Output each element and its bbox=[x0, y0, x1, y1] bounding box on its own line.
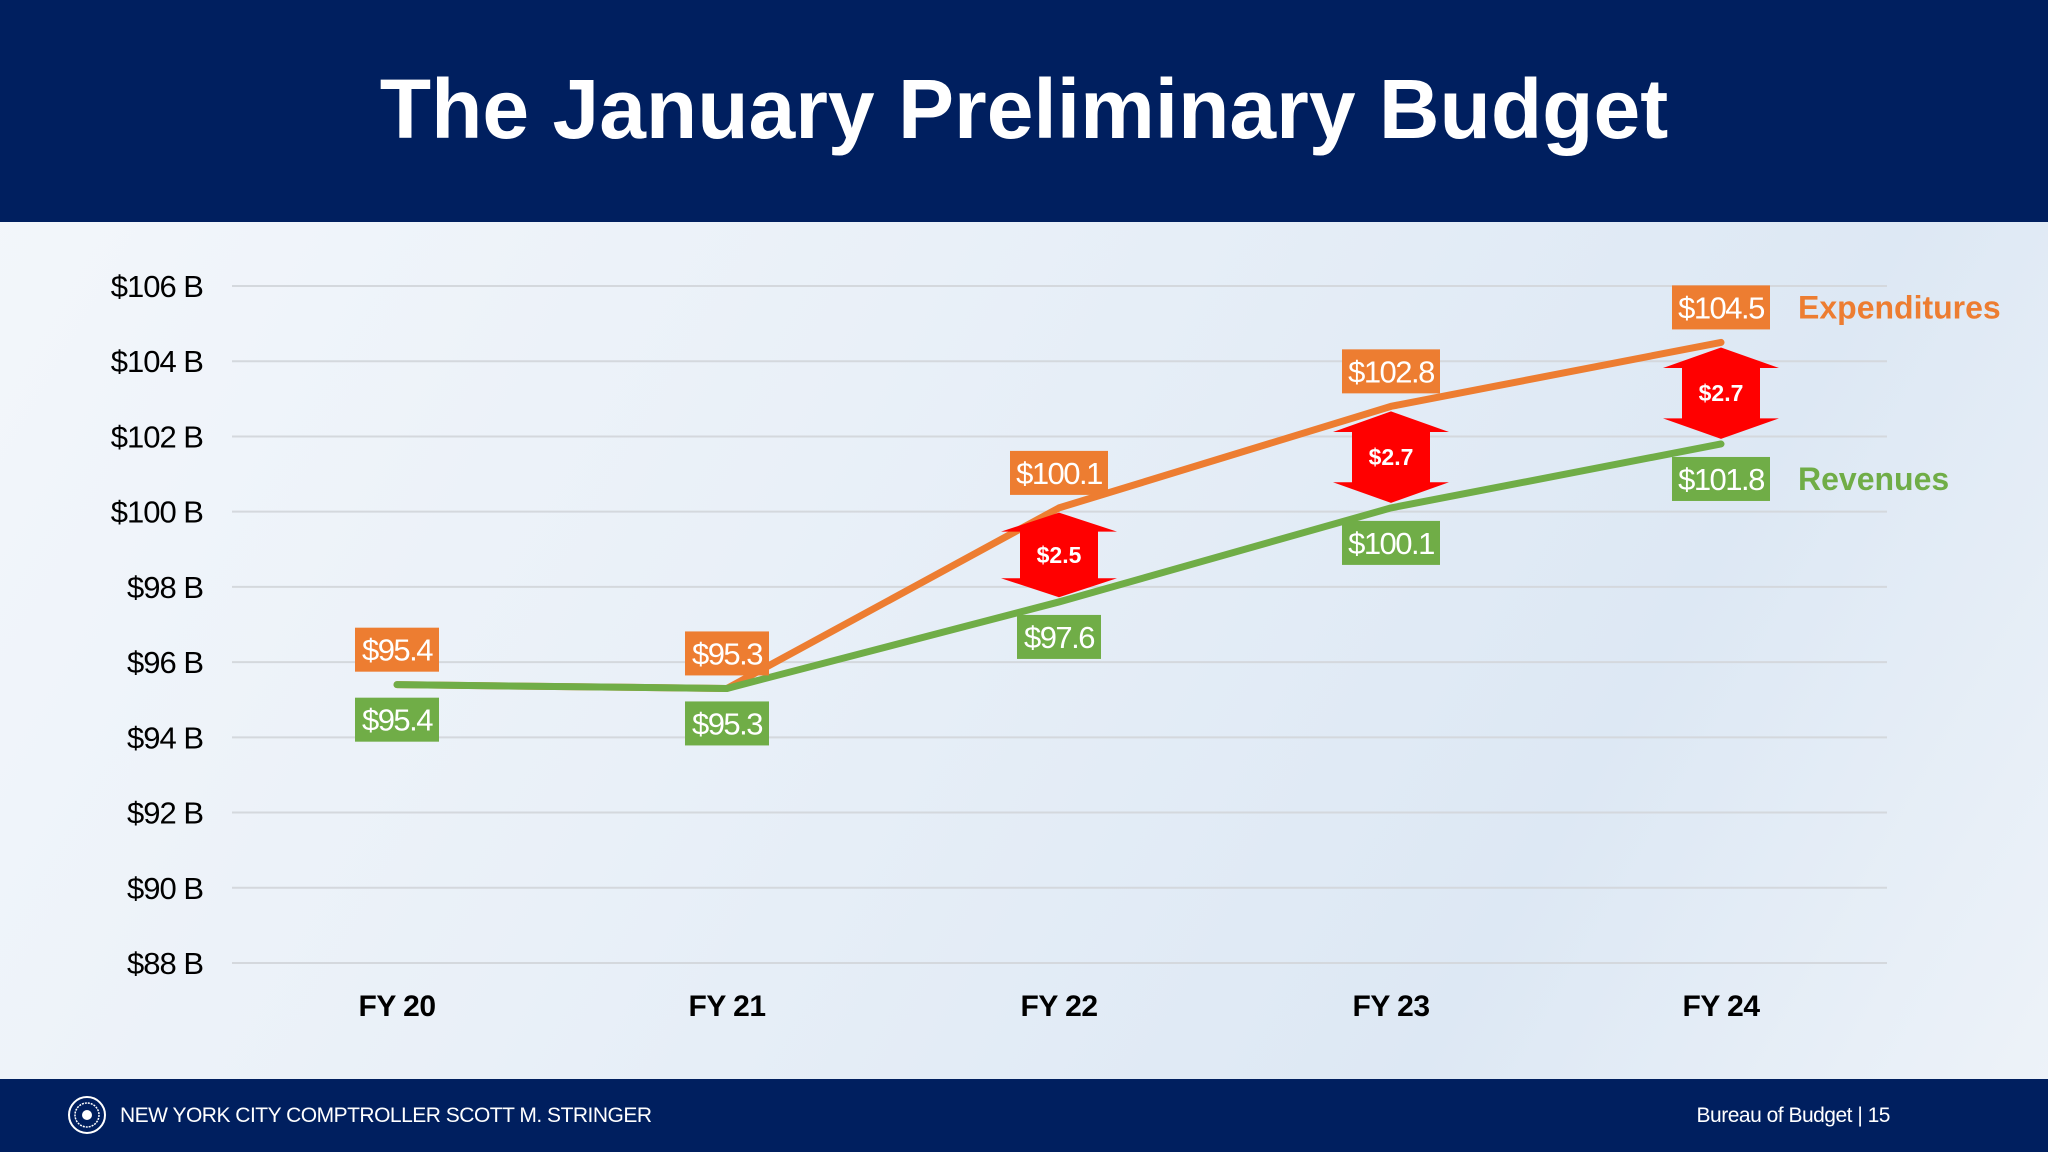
page-title: The January Preliminary Budget bbox=[379, 61, 1669, 156]
y-tick-label: $104 B bbox=[111, 344, 204, 379]
legend-revenues: Revenues bbox=[1798, 461, 1949, 497]
data-label: $101.8 bbox=[1678, 462, 1764, 497]
gap-label: $2.5 bbox=[1037, 542, 1082, 568]
title-bar: The January Preliminary Budget bbox=[0, 0, 2048, 222]
footer-page-label: Bureau of Budget | 15 bbox=[1696, 1104, 1891, 1127]
data-label-box bbox=[685, 631, 769, 676]
nyc-seal-icon bbox=[68, 1096, 106, 1134]
data-label-box bbox=[1010, 450, 1108, 495]
y-tick-label: $100 B bbox=[111, 495, 204, 530]
gap-double-arrow bbox=[1333, 411, 1449, 503]
y-tick-label: $88 B bbox=[127, 946, 203, 981]
footer: NEW YORK CITY COMPTROLLER SCOTT M. STRIN… bbox=[0, 1079, 2048, 1152]
series-line-revenues bbox=[393, 440, 1725, 692]
data-label: $95.3 bbox=[692, 706, 762, 741]
data-label: $97.6 bbox=[1024, 620, 1094, 655]
data-label: $95.3 bbox=[692, 636, 762, 671]
data-label-box bbox=[1342, 349, 1440, 394]
data-label-box bbox=[355, 697, 439, 742]
data-label: $95.4 bbox=[362, 633, 433, 668]
data-label: $100.1 bbox=[1016, 456, 1102, 491]
x-tick-label: FY 21 bbox=[689, 990, 766, 1023]
x-tick-label: FY 23 bbox=[1353, 990, 1430, 1023]
data-label: $102.8 bbox=[1348, 354, 1434, 389]
data-label-box bbox=[1017, 614, 1101, 659]
y-tick-label: $94 B bbox=[127, 720, 203, 755]
x-tick-label: FY 22 bbox=[1021, 990, 1098, 1023]
gap-label: $2.7 bbox=[1699, 380, 1744, 406]
data-label: $104.5 bbox=[1678, 290, 1764, 325]
data-label-box bbox=[1672, 285, 1770, 330]
data-label: $100.1 bbox=[1348, 526, 1434, 561]
y-tick-label: $98 B bbox=[127, 570, 203, 605]
y-tick-label: $92 B bbox=[127, 796, 203, 831]
gap-label: $2.7 bbox=[1369, 444, 1414, 470]
data-label-box bbox=[355, 627, 439, 672]
y-tick-label: $106 B bbox=[111, 269, 204, 304]
data-label-box bbox=[1672, 456, 1770, 501]
y-tick-label: $102 B bbox=[111, 419, 204, 454]
data-label-box bbox=[685, 701, 769, 746]
data-label: $95.4 bbox=[362, 703, 433, 738]
x-tick-label: FY 24 bbox=[1683, 990, 1761, 1023]
y-tick-label: $96 B bbox=[127, 645, 203, 680]
data-label-box bbox=[1342, 520, 1440, 565]
x-tick-label: FY 20 bbox=[359, 990, 436, 1023]
footer-organization: NEW YORK CITY COMPTROLLER SCOTT M. STRIN… bbox=[120, 1104, 652, 1127]
y-tick-label: $90 B bbox=[127, 871, 203, 906]
legend-expenditures: Expenditures bbox=[1798, 289, 2001, 325]
gap-double-arrow bbox=[1001, 512, 1117, 598]
gap-double-arrow bbox=[1663, 347, 1779, 439]
